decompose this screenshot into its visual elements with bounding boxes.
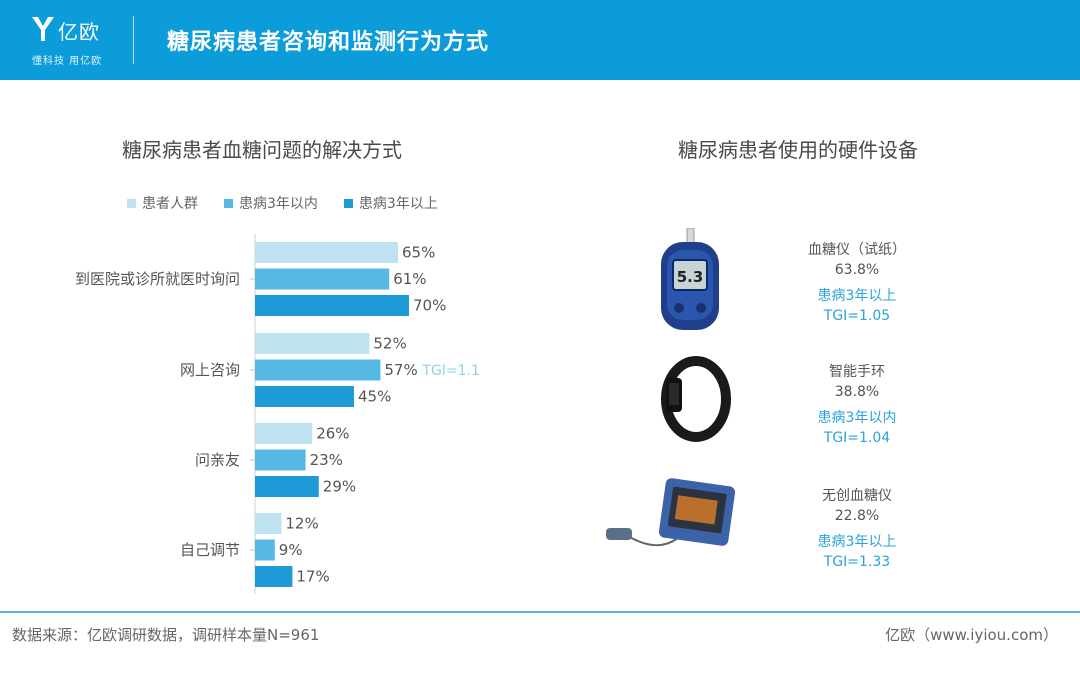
- device-segment: 患病3年以上: [817, 288, 897, 304]
- device-percentage: 63.8%: [834, 262, 880, 278]
- data-label: 61%: [393, 270, 426, 288]
- data-label: 9%: [279, 541, 303, 559]
- device-info-glucose-meter: 血糖仪（试纸） 63.8% 患病3年以上 TGI=1.05: [777, 240, 937, 326]
- devices-title: 糖尿病患者使用的硬件设备: [678, 138, 918, 162]
- chart-title: 糖尿病患者血糖问题的解决方式: [122, 138, 402, 162]
- yiou-logo-icon: [32, 17, 54, 41]
- device-tgi: TGI=1.05: [823, 308, 891, 324]
- legend-label: 患病3年以上: [358, 196, 438, 212]
- data-label: 29%: [323, 478, 356, 496]
- smart-band-icon: [661, 356, 731, 442]
- legend-item-series-0: 患者人群: [127, 193, 198, 213]
- device-name: 智能手环: [829, 364, 885, 380]
- data-label: 52%: [373, 335, 406, 353]
- device-name: 血糖仪（试纸）: [808, 242, 906, 258]
- bar: [255, 476, 319, 497]
- bar: [255, 513, 282, 534]
- svg-text:5.3: 5.3: [677, 268, 704, 286]
- device-percentage: 22.8%: [834, 508, 880, 524]
- legend-label: 患病3年以内: [239, 196, 318, 212]
- legend-label: 患者人群: [142, 196, 198, 212]
- legend-swatch: [127, 198, 136, 208]
- device-segment: 患病3年以上: [817, 534, 897, 550]
- data-label: 65%: [402, 244, 435, 262]
- bar: [255, 566, 293, 587]
- bar: [255, 539, 275, 561]
- bar: [255, 386, 354, 407]
- data-label: 45%: [358, 388, 391, 406]
- glucose-meter-icon: 5.3: [661, 228, 719, 330]
- bar: [255, 268, 390, 290]
- data-label: 17%: [296, 568, 329, 586]
- data-label: 26%: [316, 425, 349, 443]
- category-label: 问亲友: [195, 451, 240, 469]
- data-source-note: 数据来源：亿欧调研数据，调研样本量N=961: [12, 626, 320, 644]
- bar: [255, 423, 313, 444]
- bar: [255, 295, 409, 316]
- device-tgi: TGI=1.04: [823, 430, 891, 446]
- device-info-smart-band: 智能手环 38.8% 患病3年以内 TGI=1.04: [777, 362, 937, 448]
- yiou-logo[interactable]: 亿欧 懂科技 用亿欧: [30, 14, 120, 68]
- header-bar: 亿欧 懂科技 用亿欧 糖尿病患者咨询和监测行为方式: [0, 0, 1080, 80]
- legend-swatch: [343, 198, 353, 208]
- chart-legend: 患者人群 患病3年以内 患病3年以上: [127, 193, 438, 213]
- header-divider: [133, 16, 134, 64]
- legend-item-series-1: 患病3年以内: [224, 193, 318, 213]
- category-label: 网上咨询: [180, 361, 240, 379]
- noninvasive-glucose-device-icon: [606, 478, 736, 547]
- tgi-annotation: TGI=1.1: [421, 363, 480, 379]
- data-label: 70%: [413, 297, 446, 315]
- bar: [255, 333, 370, 354]
- logo-brand-text: 亿欧: [58, 20, 100, 44]
- category-label: 到医院或诊所就医时询问: [75, 270, 240, 288]
- category-label: 自己调节: [180, 541, 240, 559]
- bar: [255, 359, 381, 381]
- device-percentage: 38.8%: [834, 384, 880, 400]
- device-segment: 患病3年以内: [817, 410, 897, 426]
- bar: [255, 242, 398, 263]
- footer-brand-link[interactable]: 亿欧（www.iyiou.com）: [885, 626, 1058, 644]
- logo-slogan: 懂科技 用亿欧: [32, 56, 103, 67]
- data-label: 57%: [384, 361, 417, 379]
- legend-item-series-2: 患病3年以上: [343, 193, 438, 213]
- footer-divider: [0, 611, 1080, 613]
- page-title: 糖尿病患者咨询和监测行为方式: [167, 30, 490, 55]
- device-info-noninvasive: 无创血糖仪 22.8% 患病3年以上 TGI=1.33: [777, 486, 937, 572]
- data-label: 12%: [285, 515, 318, 533]
- device-tgi: TGI=1.33: [823, 554, 891, 570]
- data-label: 23%: [310, 451, 343, 469]
- bar: [255, 449, 306, 471]
- device-name: 无创血糖仪: [822, 488, 892, 504]
- legend-swatch: [224, 198, 233, 208]
- bar-chart: 到医院或诊所就医时询问 65% 61% 70% 网上咨询 52% 57% TGI=1.1 45%…: [75, 234, 480, 594]
